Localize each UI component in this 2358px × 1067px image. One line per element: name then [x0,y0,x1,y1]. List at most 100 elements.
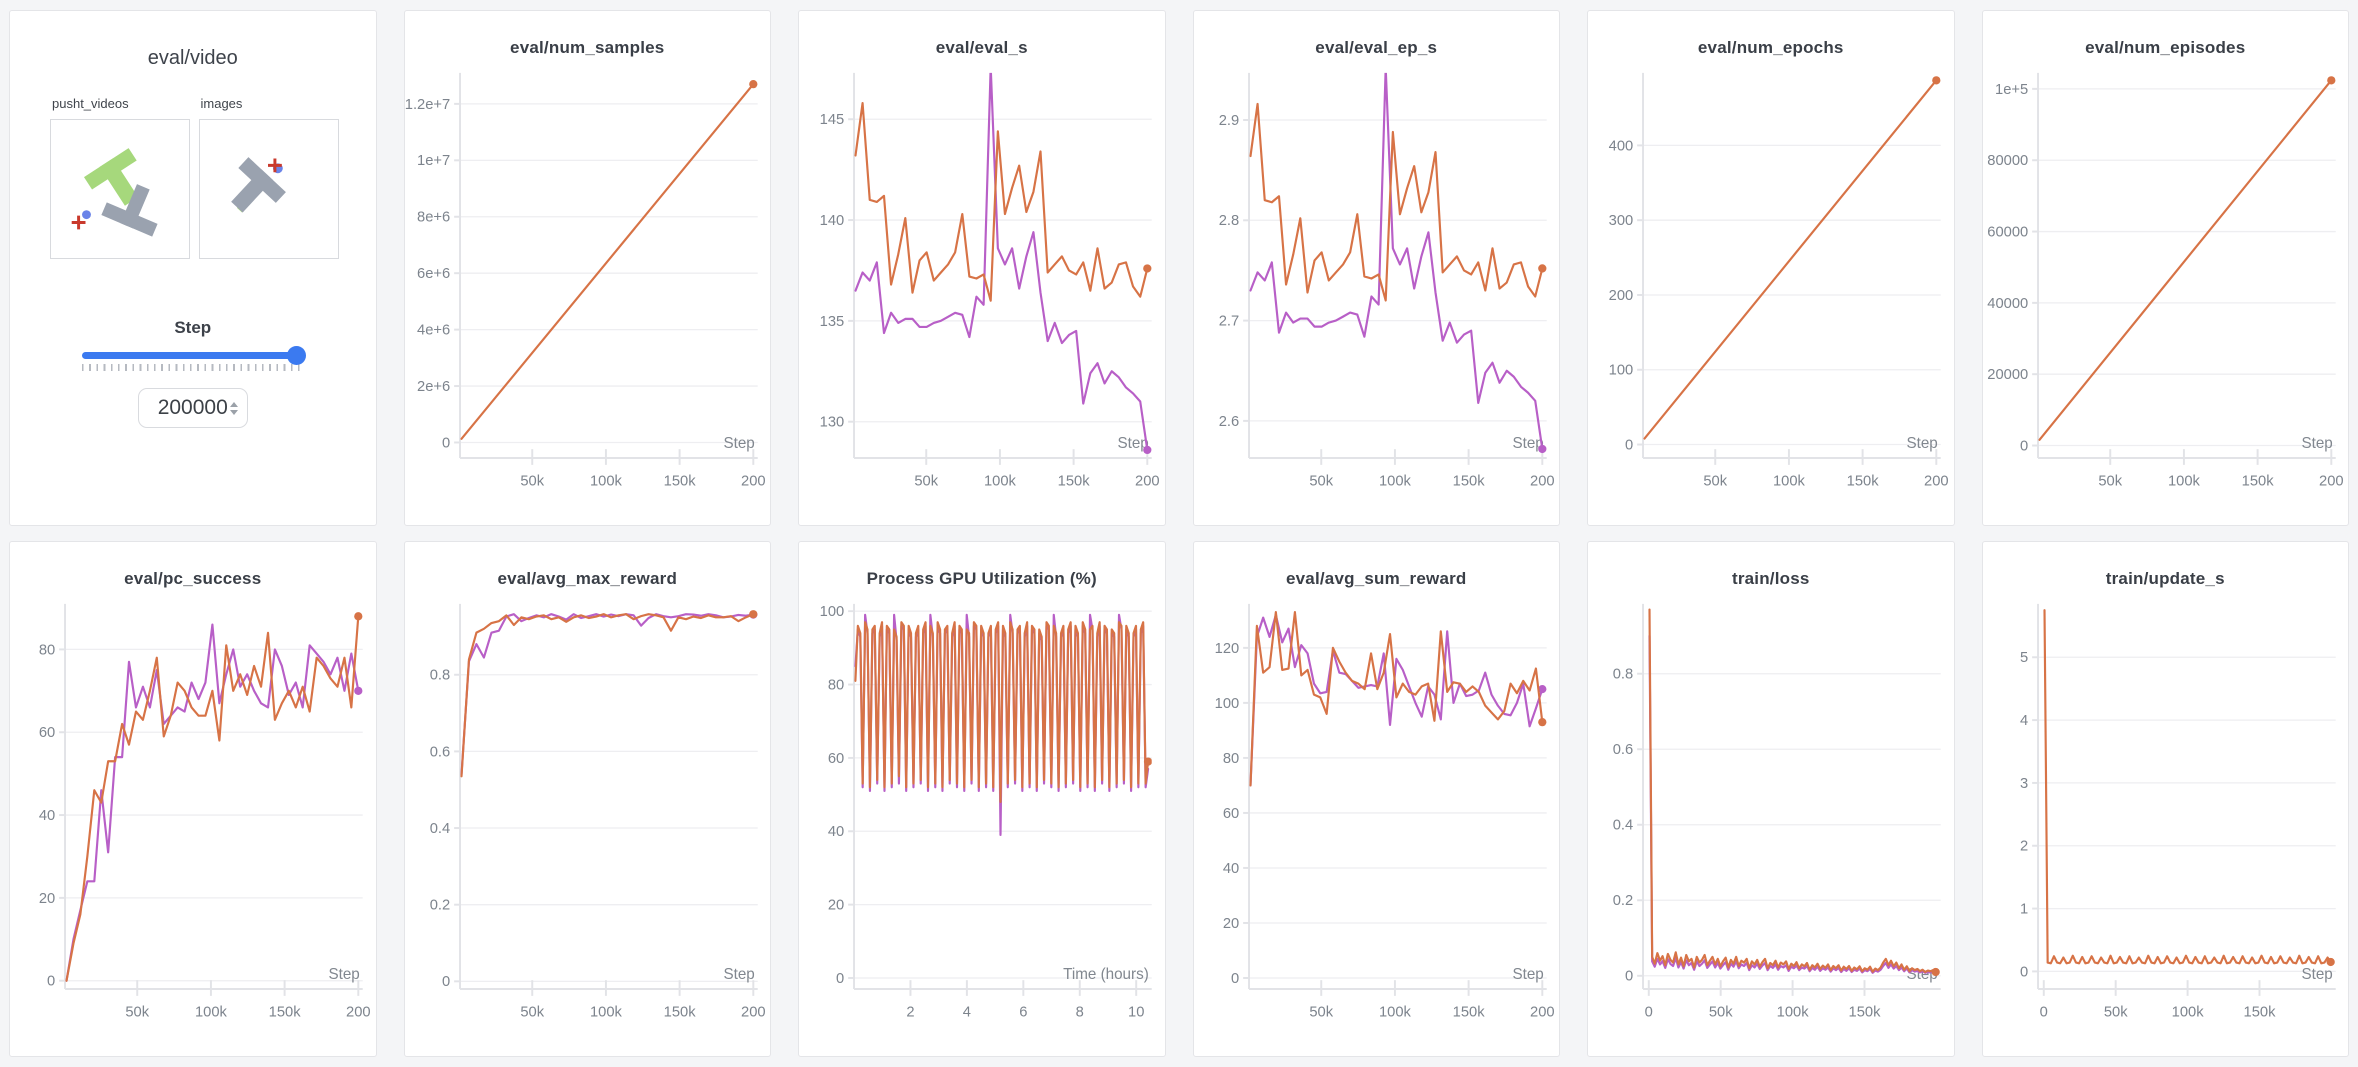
chart-title: train/update_s [2105,569,2225,588]
svg-text:0.4: 0.4 [429,821,449,837]
spinner-down-icon[interactable] [229,409,238,415]
gray-t-shape-icon [101,184,158,237]
svg-text:0: 0 [47,974,55,990]
svg-text:150k: 150k [2241,474,2274,490]
svg-text:50k: 50k [520,1005,544,1021]
svg-text:4: 4 [2020,713,2028,729]
svg-text:200: 200 [2319,474,2344,490]
svg-text:8: 8 [1076,1005,1084,1021]
svg-text:50k: 50k [2098,474,2122,490]
svg-text:80: 80 [828,677,844,693]
svg-text:0: 0 [442,974,450,990]
svg-text:60: 60 [39,725,55,741]
svg-text:20: 20 [39,891,55,907]
train-update-s-chart[interactable]: 0 1 2 3 4 5 0 50k 100k 150k Step [1983,596,2349,1038]
svg-text:200: 200 [1530,1005,1555,1021]
eval-avg-sum-reward-chart[interactable]: 0 20 40 60 80 100 120 50k 100k 150k 200 Step [1194,596,1560,1038]
panel-eval-pc-success: eval/pc_success 0 20 40 60 80 50k 100k 150k 200 S… [9,541,377,1057]
video-panel-title: eval/video [147,47,238,69]
svg-text:200: 200 [1530,474,1555,490]
svg-text:50k: 50k [520,474,544,490]
chart-title: eval/avg_max_reward [497,569,678,588]
svg-text:50k: 50k [1709,1005,1733,1021]
svg-text:150k: 150k [1452,474,1485,490]
chart-title: eval/eval_ep_s [1315,38,1438,57]
media-col-pusht-videos: pusht_videos [50,96,190,264]
svg-text:0: 0 [2039,1005,2047,1021]
svg-text:80000: 80000 [1987,153,2028,169]
chart-title: eval/avg_sum_reward [1285,569,1467,588]
svg-text:40: 40 [828,824,844,840]
step-input-box [137,388,248,428]
target-cross-icon [71,215,86,230]
svg-text:50k: 50k [2103,1005,2127,1021]
spinner-up-icon[interactable] [229,401,238,407]
svg-text:300: 300 [1609,213,1634,229]
eval-num-episodes-chart[interactable]: 0 20000 40000 60000 80000 1e+5 50k 100k 150k 200 S… [1983,65,2349,507]
panel-eval-video: eval/video pusht_videos [9,10,377,526]
svg-text:60: 60 [828,751,844,767]
svg-text:100k: 100k [1773,474,1806,490]
svg-text:50k: 50k [914,474,938,490]
svg-text:200: 200 [1135,474,1160,490]
svg-text:60000: 60000 [1987,224,2028,240]
panel-train-loss: train/loss 0 0.2 0.4 0.6 0.8 0 50k 100k 150k Step [1587,541,1955,1057]
svg-text:0: 0 [1231,971,1239,987]
svg-text:200: 200 [741,474,766,490]
svg-text:50k: 50k [1703,474,1727,490]
eval-eval-ep-s-chart[interactable]: 2.6 2.7 2.8 2.9 50k 100k 150k 200 Step [1194,65,1560,507]
svg-text:120: 120 [1214,641,1239,657]
svg-text:100k: 100k [2167,474,2200,490]
svg-text:3: 3 [2020,776,2028,792]
eval-eval-s-chart[interactable]: 130 135 140 145 50k 100k 150k 200 Step [799,65,1165,507]
svg-text:6e+6: 6e+6 [417,266,450,282]
eval-pc-success-chart[interactable]: 0 20 40 60 80 50k 100k 150k 200 Step [10,596,376,1038]
pusht-videos-thumbnail[interactable] [50,119,190,259]
eval-num-samples-chart[interactable]: 0 2e+6 4e+6 6e+6 8e+6 1e+7 1.2e+7 50k 100k 150k 20… [405,65,771,507]
chart-title: eval/num_epochs [1697,38,1844,57]
step-slider[interactable] [82,346,306,371]
svg-text:1e+7: 1e+7 [417,153,450,169]
panel-eval-num-episodes: eval/num_episodes 0 20000 40000 60000 80000 1… [1981,10,2349,526]
media-row: pusht_videos images [10,96,376,264]
svg-text:0: 0 [1645,1005,1653,1021]
images-thumbnail[interactable] [198,119,339,259]
chart-title: eval/num_episodes [2085,38,2246,57]
chart-title: Process GPU Utilization (%) [866,569,1097,588]
panel-eval-eval-ep-s: eval/eval_ep_s 2.6 2.7 2.8 2.9 50k 100k 150k 20… [1192,10,1560,526]
svg-text:0.4: 0.4 [1613,818,1633,834]
green-t-shape-icon [83,148,139,206]
svg-text:2.7: 2.7 [1218,314,1238,330]
svg-text:Step: Step [1512,966,1543,983]
step-input[interactable] [156,396,229,420]
svg-text:100k: 100k [1378,1005,1411,1021]
step-slider-ruler [82,364,304,371]
svg-text:20: 20 [828,898,844,914]
svg-text:100k: 100k [589,474,622,490]
chart-title: eval/num_samples [510,38,665,57]
svg-text:100k: 100k [589,1005,622,1021]
svg-text:0: 0 [442,435,450,451]
svg-text:0.8: 0.8 [429,668,449,684]
svg-text:Step: Step [328,966,359,983]
svg-text:Time (hours): Time (hours) [1063,966,1149,983]
panel-eval-num-epochs: eval/num_epochs 0 100 200 300 400 50k 100k 150k… [1587,10,1955,526]
svg-text:0.6: 0.6 [1613,742,1633,758]
eval-avg-max-reward-chart[interactable]: 0 0.2 0.4 0.6 0.8 50k 100k 150k 200 Step [405,596,771,1038]
svg-text:145: 145 [820,112,845,128]
target-cross-icon [267,158,282,173]
svg-text:10: 10 [1128,1005,1144,1021]
media-col-images: images [198,96,339,264]
step-slider-track[interactable] [82,346,306,365]
step-slider-thumb[interactable] [286,346,306,365]
panel-eval-num-samples: eval/num_samples 0 2e+6 4e+6 6e+6 8e+6 1e+7 1.… [403,10,771,526]
chart-title: eval/pc_success [124,569,262,588]
svg-text:80: 80 [39,642,55,658]
eval-num-epochs-chart[interactable]: 0 100 200 300 400 50k 100k 150k 200 Step [1588,65,1954,507]
svg-text:8e+6: 8e+6 [417,210,450,226]
svg-text:6: 6 [1019,1005,1027,1021]
panel-process-gpu-utilization: Process GPU Utilization (%) 0 20 40 60 80 100… [798,541,1166,1057]
process-gpu-utilization-chart[interactable]: 0 20 40 60 80 100 2 4 6 8 10 Time (hours) [799,596,1165,1038]
